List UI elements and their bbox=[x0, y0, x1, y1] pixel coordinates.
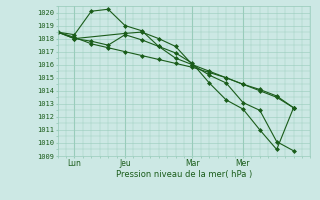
X-axis label: Pression niveau de la mer( hPa ): Pression niveau de la mer( hPa ) bbox=[116, 170, 252, 179]
